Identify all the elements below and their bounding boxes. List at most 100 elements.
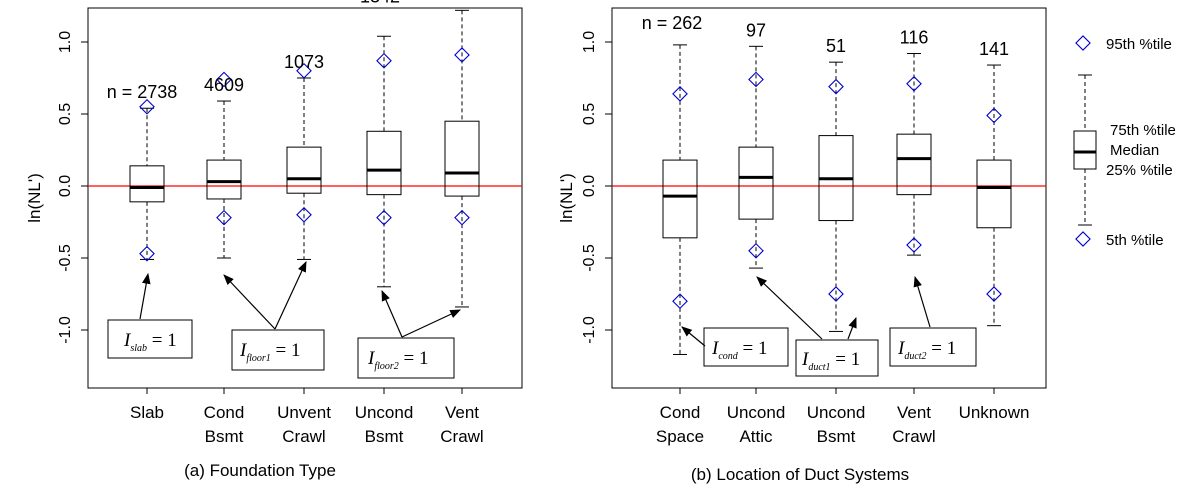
y-tick-label: -0.5 bbox=[581, 244, 598, 272]
category-label: Unvent bbox=[277, 403, 331, 422]
indicator-arrow bbox=[913, 275, 931, 328]
y-tick-label: -1.0 bbox=[57, 316, 74, 344]
indicator-box bbox=[889, 327, 977, 367]
indicator-label: Iduct2 = 1 bbox=[897, 338, 956, 362]
box-3: 116 bbox=[896, 28, 932, 256]
indicator-label: Ifloor1 = 1 bbox=[239, 340, 301, 364]
p95-marker bbox=[296, 62, 312, 79]
p5-marker bbox=[139, 245, 155, 262]
legend-q1-label: 25% %tile bbox=[1106, 162, 1173, 179]
x-axis-b: Cond Space Uncond Attic Uncond Bsmt Vent Crawl U… bbox=[656, 388, 1030, 446]
indicator-floor1: Ifloor1 = 1 bbox=[223, 261, 325, 371]
category-label: Unknown bbox=[959, 403, 1030, 422]
count-label: 51 bbox=[826, 36, 846, 56]
count-label: n = 2738 bbox=[107, 82, 178, 102]
category-label: Vent bbox=[445, 403, 479, 422]
category-label: Bsmt bbox=[205, 427, 244, 446]
p95-marker bbox=[828, 78, 844, 95]
legend-median-label: Median bbox=[1110, 142, 1159, 159]
plot-frame-a bbox=[87, 7, 523, 389]
y-tick-label: 0.5 bbox=[57, 103, 74, 125]
count-label: 116 bbox=[900, 28, 929, 48]
y-axis-label-a: ln(NL') bbox=[25, 173, 44, 223]
iqr-box bbox=[206, 159, 242, 200]
p5-marker bbox=[828, 286, 844, 302]
p95-marker bbox=[748, 71, 764, 88]
iqr-box bbox=[976, 159, 1012, 229]
p5-marker bbox=[376, 209, 392, 226]
indicator-box bbox=[107, 319, 193, 359]
category-label: Uncond bbox=[807, 403, 866, 422]
indicator-box bbox=[795, 339, 879, 377]
count-label: 141 bbox=[979, 39, 1009, 59]
indicator-box bbox=[357, 337, 455, 379]
indicator-box bbox=[703, 327, 789, 367]
p95-marker bbox=[672, 85, 688, 102]
p95-marker bbox=[986, 107, 1002, 124]
iqr-box bbox=[738, 146, 774, 220]
y-axis-label-b: ln(NL') bbox=[557, 173, 576, 223]
legend-p5-label: 5th %tile bbox=[1106, 232, 1164, 249]
legend-box bbox=[1073, 130, 1097, 170]
iqr-box bbox=[896, 133, 932, 196]
boxes-a: n = 2738 4609 1073 1342 2797 bbox=[107, 0, 480, 308]
box-3: 1342 bbox=[360, 0, 402, 288]
count-label: 1073 bbox=[284, 52, 324, 72]
indicator-arrow bbox=[401, 309, 461, 338]
legend-q3-label: 75th %tile bbox=[1110, 122, 1176, 139]
y-tick-label: -1.0 bbox=[581, 316, 598, 344]
p95-marker bbox=[454, 47, 470, 63]
y-tick-label: 0.0 bbox=[57, 175, 74, 197]
indicator-floor2: Ifloor2 = 1 bbox=[357, 290, 461, 379]
indicator-arrow bbox=[847, 316, 857, 340]
y-axis-b: -1.0 -0.5 0.0 0.5 1.0 bbox=[581, 31, 612, 344]
category-label: Crawl bbox=[440, 427, 483, 446]
legend-p5-marker bbox=[1075, 231, 1091, 247]
p5-marker bbox=[454, 209, 470, 226]
indicator-slab: Islab = 1 bbox=[107, 272, 193, 359]
p5-marker bbox=[216, 209, 232, 226]
category-label: Slab bbox=[130, 403, 164, 422]
subtitle-a: (a) Foundation Type bbox=[184, 461, 336, 480]
iqr-box bbox=[662, 159, 698, 239]
p5-marker bbox=[296, 206, 312, 223]
p95-marker bbox=[906, 75, 922, 92]
iqr-box bbox=[286, 146, 322, 194]
box-0: n = 2738 bbox=[107, 82, 178, 262]
category-label: Crawl bbox=[282, 427, 325, 446]
indicator-label: Islab = 1 bbox=[123, 330, 177, 354]
subtitle-b: (b) Location of Duct Systems bbox=[691, 465, 909, 484]
indicator-label: Ifloor2 = 1 bbox=[367, 348, 429, 372]
p95-marker bbox=[216, 71, 232, 88]
iqr-box bbox=[444, 120, 480, 197]
count-label: 97 bbox=[746, 20, 766, 40]
indicator-arrow bbox=[223, 274, 276, 330]
panel-duct-location: -1.0 -0.5 0.0 0.5 1.0 ln(NL') n = 262 97 51 116… bbox=[557, 7, 1047, 484]
y-tick-label: 1.0 bbox=[57, 31, 74, 53]
indicator-duct2: Iduct2 = 1 bbox=[889, 275, 977, 367]
indicator-cond: Icond = 1 bbox=[681, 326, 789, 367]
box-4: 141 bbox=[976, 39, 1012, 327]
category-label: Bsmt bbox=[817, 427, 856, 446]
legend-p95-marker bbox=[1075, 35, 1091, 51]
category-label: Crawl bbox=[892, 427, 935, 446]
indicator-label: Iduct1 = 1 bbox=[801, 349, 860, 373]
p5-marker bbox=[986, 286, 1002, 302]
category-label: Cond bbox=[204, 403, 245, 422]
plot-frame-b bbox=[611, 7, 1047, 389]
y-tick-label: 1.0 bbox=[581, 31, 598, 53]
category-label: Attic bbox=[739, 427, 773, 446]
category-label: Space bbox=[656, 427, 704, 446]
count-label: 1342 bbox=[360, 0, 400, 6]
category-label: Uncond bbox=[727, 403, 786, 422]
y-tick-label: 0.0 bbox=[581, 175, 598, 197]
indicator-arrow bbox=[756, 276, 823, 340]
category-label: Uncond bbox=[355, 403, 414, 422]
category-label: Vent bbox=[897, 403, 931, 422]
box-2: 1073 bbox=[284, 52, 324, 260]
indicator-duct1: Iduct1 = 1 bbox=[756, 276, 879, 377]
iqr-box bbox=[129, 165, 165, 203]
legend: 95th %tile 75th %tile Median 25% %tile 5… bbox=[1073, 35, 1176, 249]
y-tick-label: -0.5 bbox=[57, 244, 74, 272]
